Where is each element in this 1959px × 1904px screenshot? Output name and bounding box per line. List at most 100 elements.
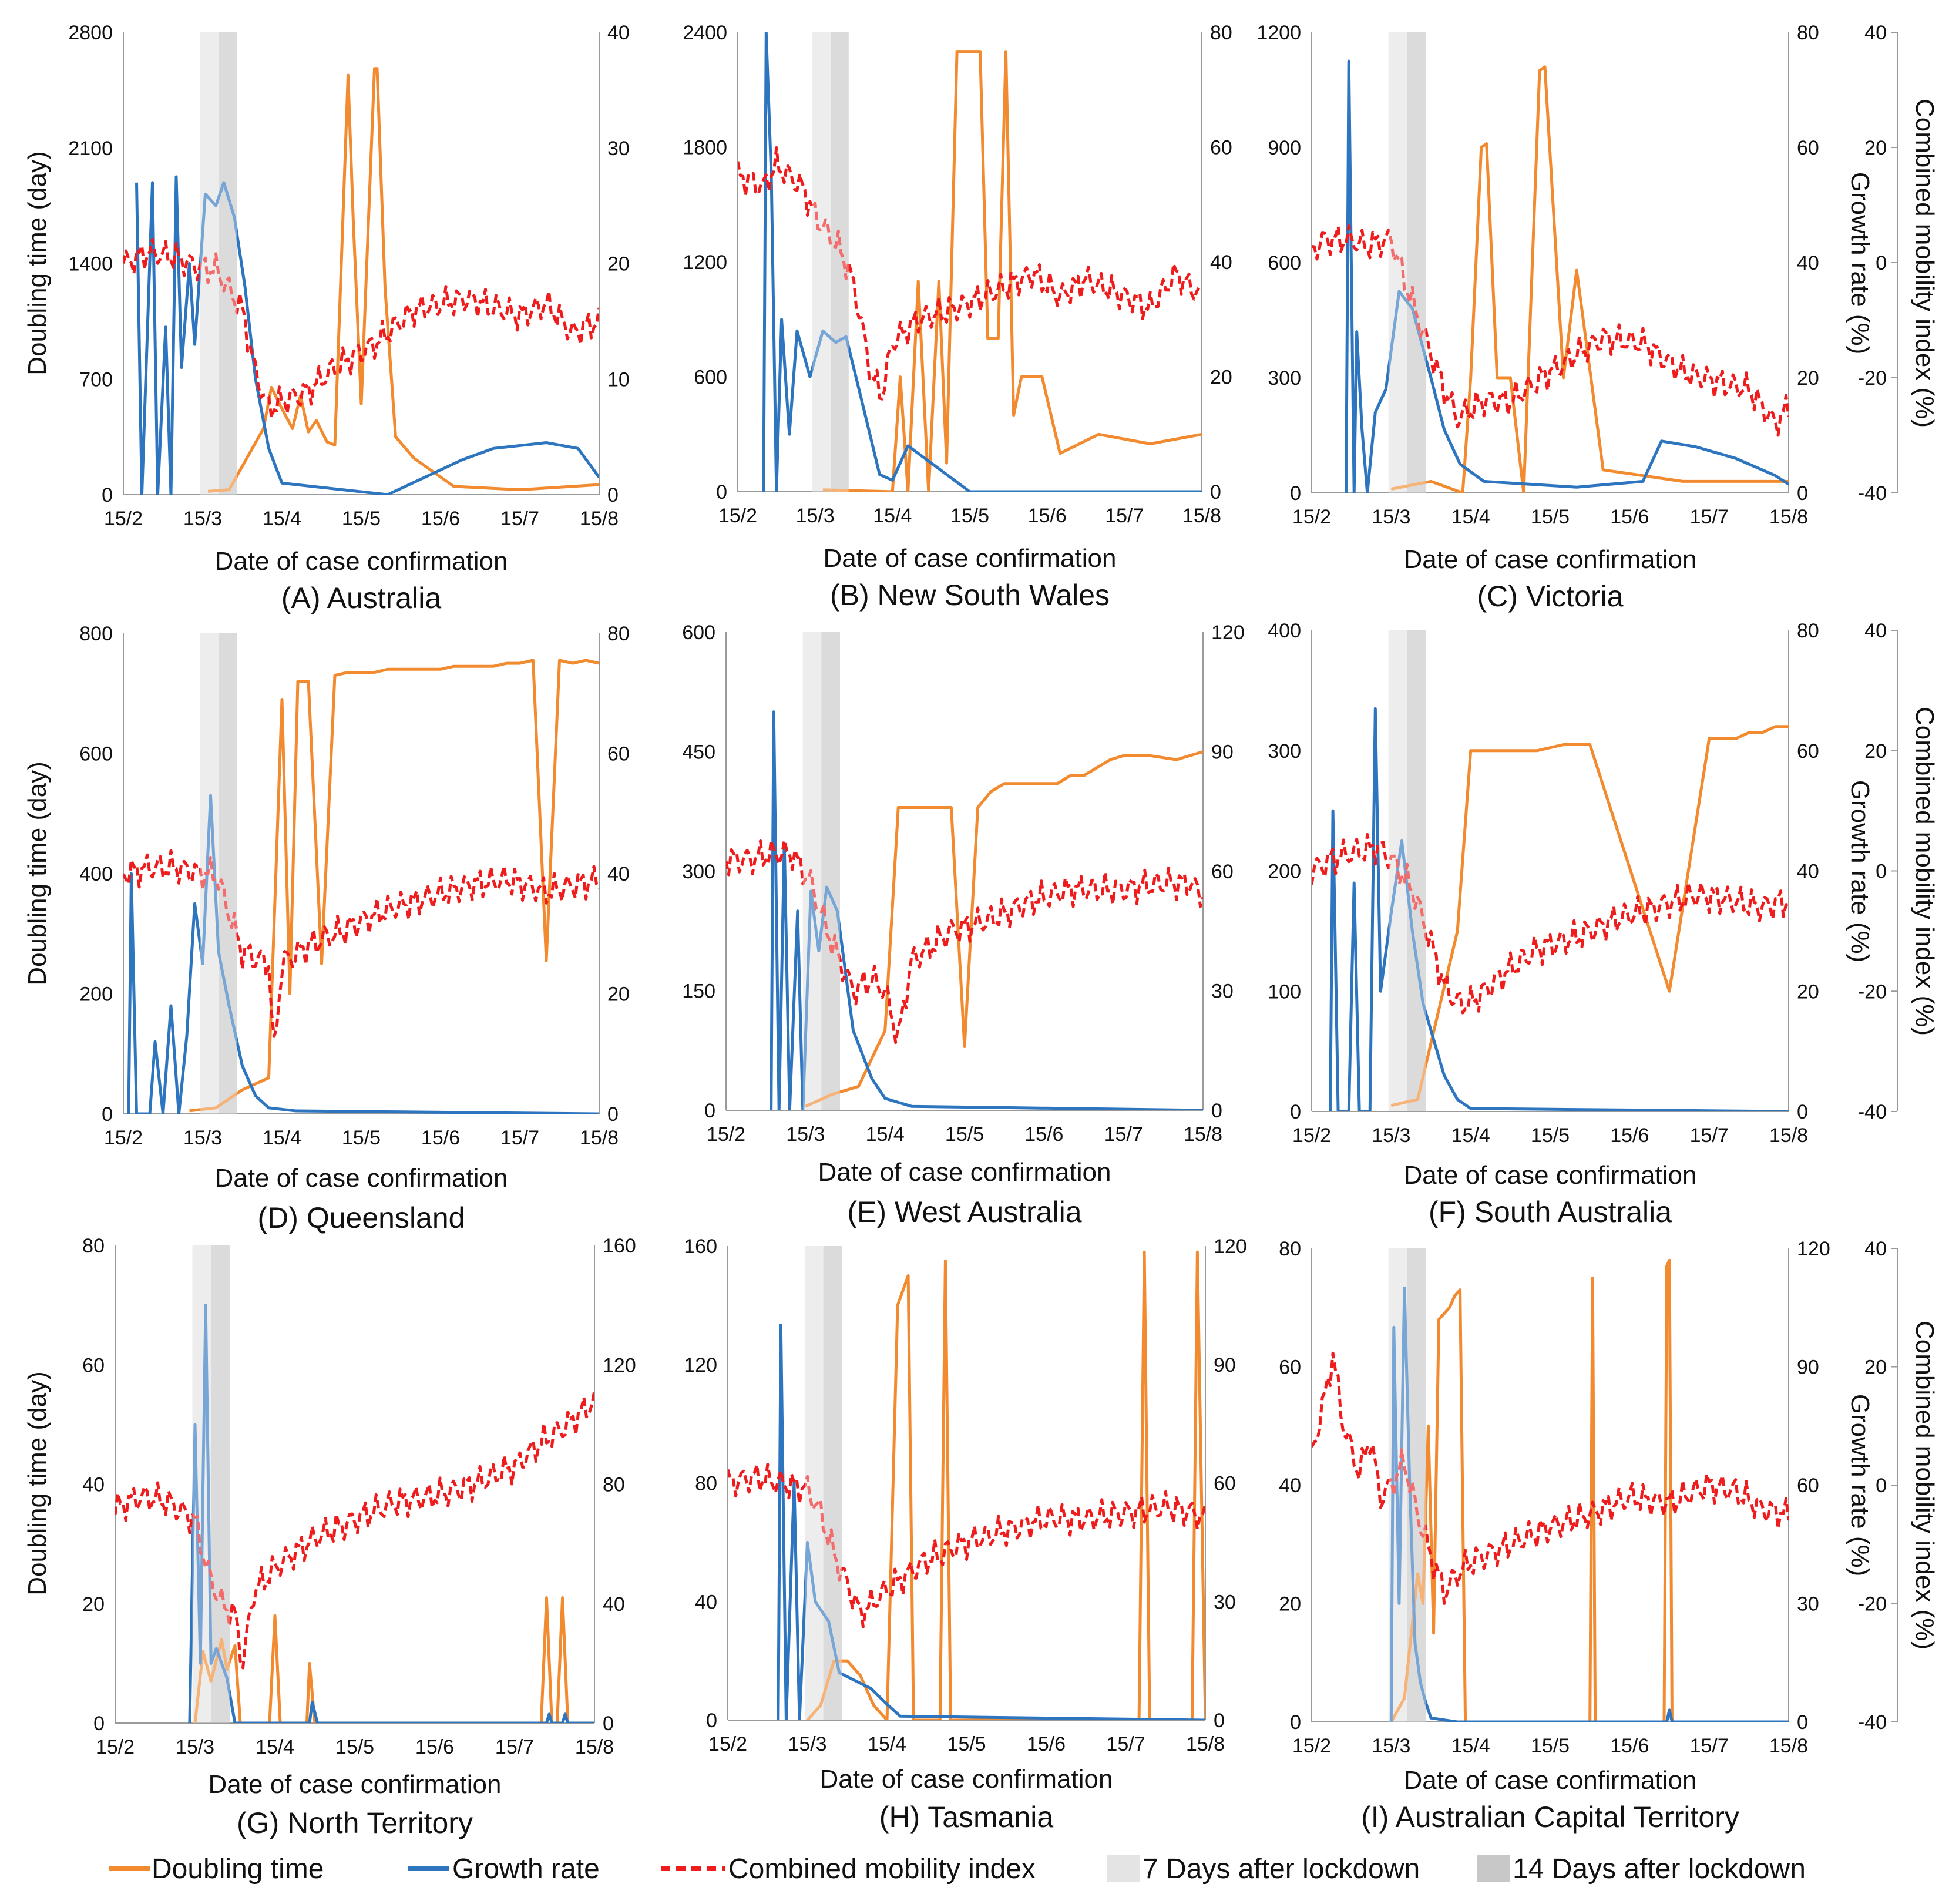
growth-rate-line	[1389, 1286, 1789, 1722]
y2-tick-label: 30	[1797, 1593, 1819, 1616]
mobility-tick-label: -40	[1858, 1101, 1887, 1123]
panel-title: (D) Queensland	[258, 1201, 465, 1234]
y2-tick-label: 20	[1797, 980, 1819, 1003]
y-tick-label: 0	[93, 1712, 105, 1735]
y2-tick-label: 120	[1214, 1235, 1247, 1258]
shade-14-days	[821, 632, 840, 1110]
legend-growth-label: Growth rate	[452, 1853, 600, 1885]
y2-tick-label: 30	[1211, 980, 1234, 1003]
y2-tick-label: 80	[607, 623, 630, 645]
x-tick-label: 15/4	[263, 508, 301, 530]
y2-tick-label: 60	[1797, 740, 1819, 763]
y-tick-label: 600	[79, 743, 113, 765]
x-tick-label: 15/8	[1184, 1123, 1222, 1146]
y-tick-label: 600	[694, 367, 727, 389]
x-tick-label: 15/5	[945, 1123, 984, 1146]
y2-tick-label: 120	[1797, 1238, 1830, 1260]
x-tick-label: 15/6	[1028, 505, 1067, 527]
growth-rate-line	[762, 32, 1202, 492]
y-axis-label: Doubling time (day)	[23, 1371, 52, 1596]
x-tick-label: 15/7	[1690, 1124, 1729, 1147]
mobility-index-line	[1312, 832, 1789, 1015]
y-tick-label: 2100	[68, 137, 113, 160]
y-tick-label: 2800	[68, 22, 113, 44]
mobility-index-line	[1312, 224, 1789, 437]
x-tick-label: 15/3	[183, 1127, 222, 1149]
panel-tasmania: 0 40 80 120 160 0 30 60 90 120 15/2 15/3 15/4 15/5 15/…	[684, 1235, 1246, 1834]
y-tick-label: 200	[1268, 861, 1301, 883]
x-tick-label: 15/4	[1451, 1735, 1490, 1757]
doubling-time-line	[189, 659, 599, 1113]
doubling-time-line	[822, 50, 1202, 492]
x-tick-label: 15/6	[1610, 1124, 1649, 1147]
x-tick-label: 15/3	[176, 1736, 214, 1758]
y2-tick-label: 30	[1214, 1591, 1236, 1613]
y2-tick-label: 60	[1214, 1473, 1236, 1495]
y2-tick-label: 90	[1211, 741, 1234, 764]
x-tick-label: 15/6	[1024, 1123, 1063, 1146]
x-axis-label: Date of case confirmation	[215, 547, 508, 576]
mobility-tick-label: -20	[1858, 1593, 1887, 1616]
legend-shade7-label: 7 Days after lockdown	[1143, 1853, 1420, 1885]
mobility-tick-label: -20	[1858, 980, 1887, 1003]
y2-axis-label: Growth rate (%)	[1846, 172, 1874, 355]
mobility-tick-label: 40	[1864, 620, 1887, 642]
shade-7-days	[812, 32, 831, 492]
y-tick-label: 1200	[1256, 22, 1301, 44]
y2-tick-label: 60	[607, 743, 630, 765]
x-tick-label: 15/2	[1292, 506, 1331, 528]
mobility-tick-label: 20	[1864, 1356, 1887, 1379]
y-tick-label: 300	[1268, 367, 1301, 389]
y-tick-label: 80	[82, 1235, 105, 1257]
shade-7-days-overlay	[192, 1245, 230, 1723]
x-tick-label: 15/7	[495, 1736, 534, 1758]
x-tick-label: 15/5	[342, 508, 381, 530]
x-tick-label: 15/7	[1690, 506, 1729, 528]
y-tick-label: 400	[79, 863, 113, 885]
y-tick-label: 1200	[683, 251, 727, 274]
panel-north-territory: 0 20 40 60 80 0 40 80 120 160 15/2 15/3 15/4 15/5 15/6…	[23, 1235, 636, 1839]
legend: Doubling time Growth rate Combined mobil…	[109, 1853, 1806, 1885]
x-tick-label: 15/6	[421, 1127, 460, 1149]
y-tick-label: 0	[102, 1103, 113, 1126]
x-axis-label: Date of case confirmation	[215, 1164, 508, 1193]
x-tick-label: 15/4	[263, 1127, 301, 1149]
y-tick-label: 900	[1268, 137, 1301, 159]
x-axis-label: Date of case confirmation	[820, 1765, 1113, 1794]
y2-tick-label: 160	[603, 1235, 636, 1257]
x-tick-label: 15/8	[1769, 506, 1808, 528]
panel-title: (C) Victoria	[1477, 580, 1623, 613]
x-tick-label: 15/5	[947, 1733, 986, 1755]
x-tick-label: 15/5	[950, 505, 989, 527]
panel-title: (A) Australia	[281, 582, 442, 614]
y2-tick-label: 30	[607, 137, 630, 160]
y-tick-label: 100	[1268, 980, 1301, 1003]
y-tick-label: 700	[79, 368, 113, 391]
x-tick-label: 15/7	[500, 508, 539, 530]
x-tick-label: 15/5	[1531, 1735, 1570, 1757]
y-tick-label: 0	[1290, 1711, 1301, 1734]
y-tick-label: 600	[1268, 252, 1301, 274]
x-tick-label: 15/2	[718, 505, 757, 527]
shade-7-days-overlay	[812, 32, 849, 492]
y2-tick-label: 0	[1797, 1101, 1808, 1123]
mobility-axis-label: Combined mobility index (%)	[1910, 1321, 1939, 1650]
shade-7-days-overlay	[802, 632, 840, 1110]
shade-7-days-overlay	[1388, 1248, 1426, 1722]
x-tick-label: 15/8	[575, 1736, 614, 1758]
y2-tick-label: 0	[603, 1712, 614, 1735]
y-tick-label: 20	[1279, 1593, 1301, 1616]
y2-tick-label: 90	[1797, 1356, 1819, 1379]
y-tick-label: 0	[1290, 482, 1301, 505]
x-tick-label: 15/7	[1104, 1123, 1143, 1146]
x-axis-label: Date of case confirmation	[1404, 1161, 1697, 1190]
legend-doubling-label: Doubling time	[152, 1853, 324, 1885]
growth-rate-line	[1329, 707, 1789, 1111]
panel-australian-capital-territory: 0 20 40 60 80 0 30 60 90 120 15/2 15/3 15/4 15/5 15/6 1…	[1279, 1238, 1939, 1834]
growth-rate-line	[188, 1304, 594, 1723]
doubling-time-line	[1390, 65, 1789, 493]
x-axis-label: Date of case confirmation	[209, 1770, 502, 1799]
x-tick-label: 15/8	[1769, 1735, 1808, 1757]
y2-tick-label: 20	[1797, 367, 1819, 389]
